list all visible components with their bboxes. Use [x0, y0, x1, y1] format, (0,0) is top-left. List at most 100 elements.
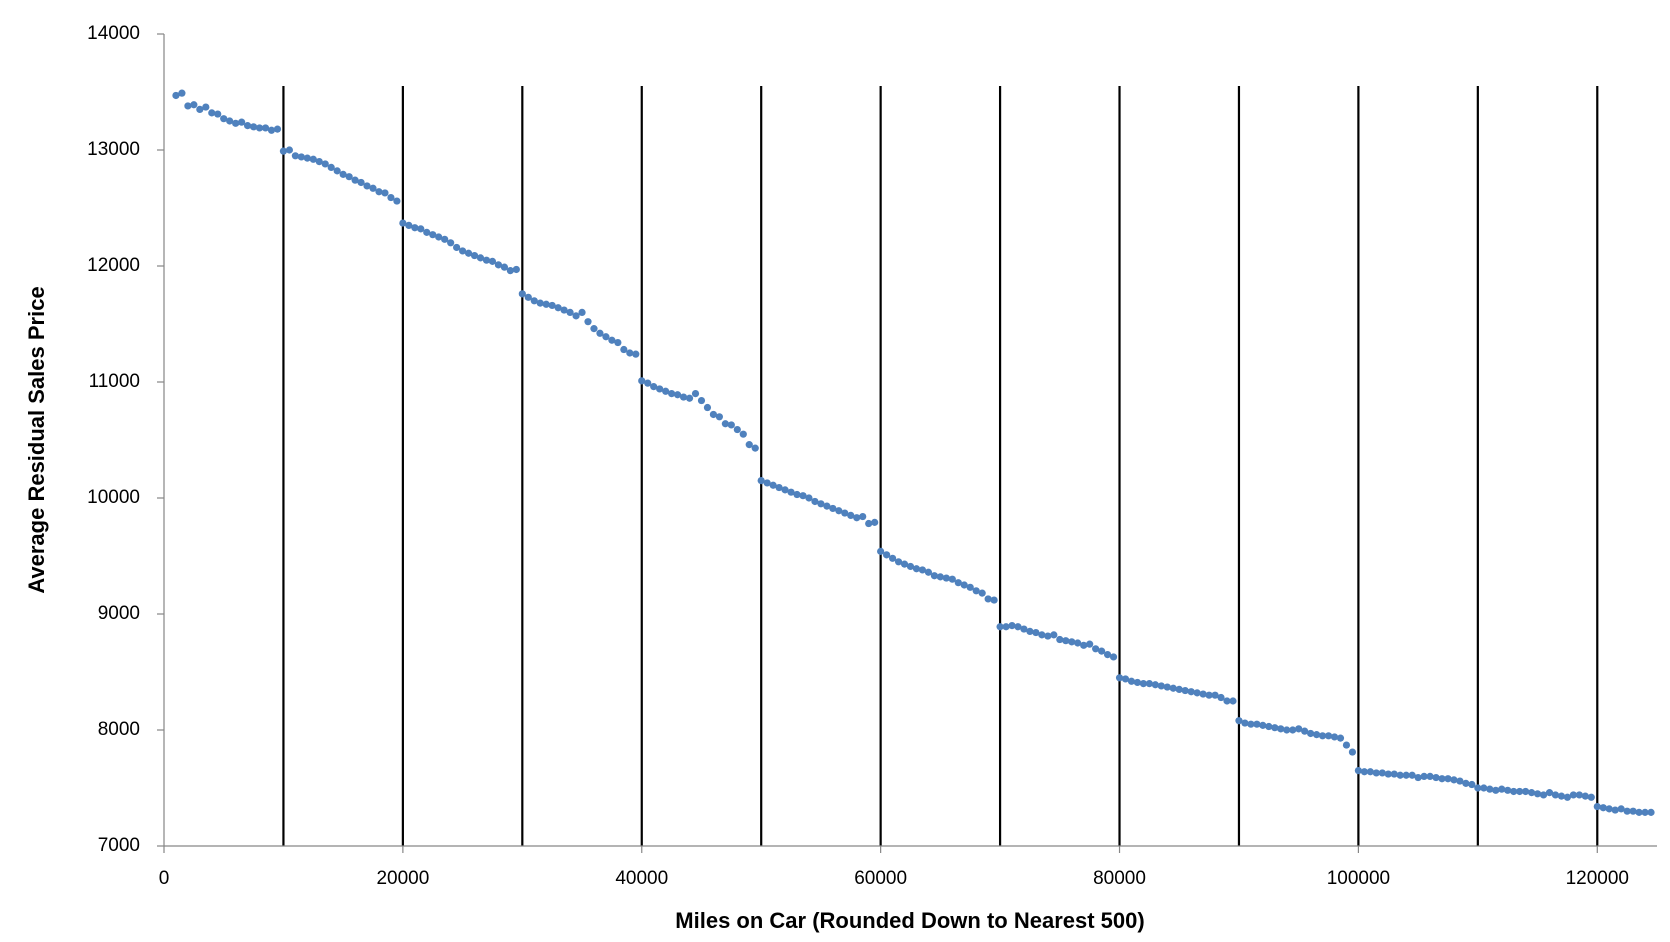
point — [1527, 789, 1536, 797]
point — [464, 249, 473, 257]
x-tick-label: 20000 — [376, 868, 429, 889]
point — [1193, 689, 1201, 697]
point — [1211, 691, 1219, 699]
point — [1217, 693, 1225, 702]
point — [739, 430, 747, 438]
point — [954, 579, 962, 587]
point — [1044, 632, 1052, 640]
point — [847, 511, 855, 519]
point — [787, 488, 795, 496]
point — [942, 574, 950, 582]
point — [1014, 623, 1022, 631]
point — [883, 551, 891, 559]
point — [339, 170, 347, 178]
point — [548, 301, 556, 310]
point — [363, 182, 371, 190]
point — [1127, 677, 1136, 685]
point — [303, 154, 311, 162]
point — [1121, 675, 1130, 683]
point — [1098, 647, 1106, 655]
point — [668, 390, 676, 398]
point — [1402, 771, 1410, 779]
point — [1498, 785, 1506, 793]
point — [1414, 773, 1422, 782]
y-tick-label: 13000 — [87, 139, 140, 160]
point — [1480, 784, 1488, 792]
point — [208, 109, 216, 117]
point — [1456, 777, 1464, 785]
point — [817, 500, 825, 508]
point — [1026, 627, 1034, 636]
point — [238, 118, 246, 126]
point — [1324, 732, 1333, 740]
x-tick-label: 80000 — [1093, 868, 1146, 889]
point — [1533, 790, 1542, 798]
point — [697, 396, 706, 405]
point — [417, 225, 425, 233]
point — [202, 103, 210, 111]
point — [632, 350, 640, 358]
x-tick-label: 60000 — [854, 868, 907, 889]
point — [1611, 806, 1619, 814]
point — [482, 256, 491, 264]
point — [369, 184, 377, 192]
point — [1408, 771, 1416, 779]
y-tick-label: 14000 — [87, 23, 140, 44]
point — [859, 512, 867, 521]
point — [172, 91, 180, 100]
point — [1510, 787, 1518, 796]
point — [1312, 731, 1321, 739]
point — [214, 110, 222, 118]
point — [1551, 791, 1560, 799]
point — [584, 318, 592, 326]
point — [1468, 780, 1476, 789]
point — [1187, 688, 1195, 696]
point — [1259, 721, 1267, 729]
point — [279, 147, 288, 155]
x-tick-label: 100000 — [1327, 868, 1390, 889]
point — [829, 504, 837, 513]
point — [1569, 791, 1577, 799]
point — [596, 329, 604, 337]
point — [226, 117, 234, 125]
point — [763, 479, 771, 487]
point — [476, 254, 485, 262]
point — [285, 146, 294, 154]
point — [1265, 722, 1273, 731]
point — [524, 293, 532, 301]
point — [423, 228, 431, 236]
point — [930, 572, 938, 580]
point — [297, 153, 305, 161]
y-tick-label: 7000 — [98, 835, 140, 856]
y-tick-label: 10000 — [87, 487, 140, 508]
point — [1050, 631, 1058, 639]
point — [1002, 623, 1010, 631]
point — [799, 492, 807, 500]
point — [309, 155, 317, 163]
point — [554, 304, 562, 312]
point — [1581, 792, 1589, 800]
point — [249, 123, 258, 131]
point — [1330, 733, 1339, 741]
point — [1563, 793, 1572, 801]
point — [709, 410, 718, 419]
point — [727, 421, 735, 429]
point — [811, 497, 819, 506]
point — [1229, 697, 1237, 705]
point — [673, 391, 682, 399]
point — [1492, 786, 1500, 794]
point — [691, 390, 700, 398]
point — [1241, 719, 1249, 727]
x-axis-title: Miles on Car (Rounded Down to Nearest 50… — [675, 908, 1144, 933]
point — [1157, 682, 1165, 690]
point — [1354, 767, 1362, 775]
point — [345, 173, 353, 181]
point — [1444, 775, 1452, 783]
point — [1605, 805, 1613, 813]
point — [273, 125, 282, 133]
point — [1432, 773, 1440, 782]
point — [972, 587, 980, 595]
x-tick-label: 120000 — [1566, 868, 1629, 889]
